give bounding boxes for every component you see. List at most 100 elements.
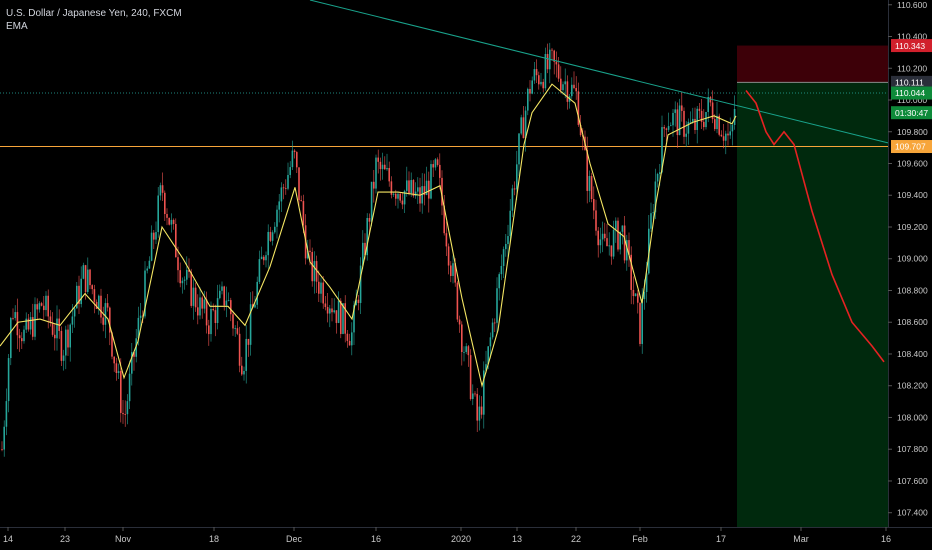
candle-body — [192, 287, 195, 306]
candle-body — [500, 265, 503, 275]
candle-body — [527, 88, 529, 111]
candle-body — [166, 214, 168, 218]
candle-body — [729, 131, 731, 136]
candle-body — [414, 191, 417, 196]
candle-body — [45, 295, 47, 311]
candle-body — [43, 305, 45, 311]
candle-body — [67, 329, 69, 348]
y-tick-label: 110.400 — [897, 32, 927, 42]
candle-body — [694, 118, 696, 131]
candle-body — [27, 318, 30, 330]
candle-body — [439, 164, 441, 178]
candle-body — [285, 188, 287, 189]
candle-body — [639, 302, 641, 344]
candle-body — [516, 164, 518, 190]
candle-body — [652, 212, 654, 214]
candle-body — [351, 332, 353, 346]
price-label-box — [891, 39, 932, 53]
candle-body — [474, 393, 476, 395]
candle-body — [36, 304, 38, 310]
candle-body — [564, 81, 566, 85]
candle-body — [122, 412, 124, 415]
candle-body — [487, 346, 489, 365]
price-label-box — [891, 75, 932, 89]
candle-body — [617, 220, 619, 250]
candle-body — [223, 286, 225, 306]
candle-body — [364, 242, 366, 256]
candle-body — [230, 300, 232, 315]
candle-body — [111, 332, 113, 357]
candle-body — [522, 117, 525, 139]
candle-body — [71, 316, 74, 325]
candle-body — [566, 81, 569, 102]
candle-body — [212, 308, 214, 311]
take-profit-zone — [737, 82, 888, 528]
candle-body — [236, 328, 239, 334]
candle-body — [115, 363, 118, 373]
x-tick-label: Nov — [115, 534, 132, 544]
candle-body — [320, 282, 322, 294]
candle-body — [511, 188, 514, 211]
candle-body — [282, 187, 285, 189]
chart-legend: U.S. Dollar / Japanese Yen, 240, FXCM EM… — [6, 7, 182, 33]
candle-body — [315, 261, 318, 282]
candle-body — [324, 303, 327, 308]
candle-body — [560, 78, 562, 91]
candle-body — [733, 108, 736, 125]
candle-body — [524, 110, 527, 139]
indicator-label[interactable]: EMA — [6, 21, 28, 32]
candle-body — [109, 307, 111, 333]
y-tick-label: 108.800 — [897, 285, 928, 295]
candle-body — [681, 105, 683, 111]
candle-body — [377, 157, 379, 162]
candle-body — [98, 295, 100, 309]
candle-body — [370, 181, 373, 222]
candle-body — [322, 282, 324, 304]
candle-body — [342, 303, 344, 334]
candle-body — [421, 186, 423, 204]
candle-body — [456, 282, 459, 320]
candle-body — [5, 401, 8, 427]
candle-body — [502, 249, 505, 266]
candle-body — [135, 338, 137, 357]
candle-body — [417, 187, 419, 192]
candle-body — [465, 346, 467, 352]
candle-body — [538, 75, 540, 85]
candle-body — [62, 355, 65, 361]
y-tick-label: 109.200 — [897, 222, 928, 232]
candle-body — [557, 64, 560, 79]
candle-body — [608, 245, 610, 247]
candle-body — [727, 133, 729, 136]
candle-body — [29, 317, 32, 330]
candle-body — [408, 180, 410, 194]
x-tick-label: Feb — [632, 534, 648, 544]
stop-loss-zone — [737, 45, 888, 83]
candle-body — [76, 285, 78, 309]
candle-body — [293, 150, 296, 153]
y-tick-label: 107.600 — [897, 476, 928, 486]
candle-body — [117, 371, 120, 373]
candle-body — [256, 281, 258, 305]
candle-body — [34, 304, 36, 337]
candle-body — [126, 401, 129, 415]
candle-body — [280, 187, 283, 202]
candle-body — [238, 333, 241, 366]
candle-body — [384, 164, 386, 170]
candle-body — [573, 84, 575, 89]
candle-body — [498, 274, 500, 289]
candle-body — [626, 240, 628, 261]
candle-body — [441, 177, 443, 206]
candle-body — [300, 200, 302, 202]
candle-body — [643, 292, 646, 300]
price-label-box — [891, 86, 932, 100]
candle-body — [388, 167, 390, 182]
candle-body — [619, 231, 621, 250]
candle-body — [703, 121, 705, 128]
candle-body — [687, 121, 690, 134]
candle-body — [183, 279, 186, 281]
candle-body — [271, 232, 274, 241]
candle-body — [366, 217, 368, 256]
candle-body — [403, 190, 406, 205]
candle-body — [208, 325, 210, 335]
